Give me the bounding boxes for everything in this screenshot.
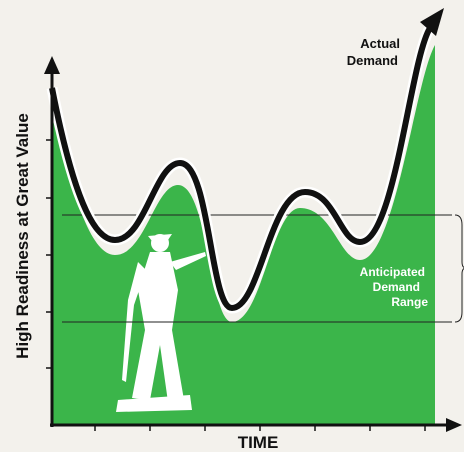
y-axis-label: High Readiness at Great Value — [13, 113, 32, 359]
anticipated-range-label: Demand — [373, 280, 420, 294]
anticipated-range-label: Anticipated — [360, 265, 425, 279]
actual-demand-label: Actual — [360, 36, 400, 51]
actual-demand-label: Demand — [347, 53, 398, 68]
anticipated-range-label: Range — [391, 295, 428, 309]
x-axis-label: TIME — [238, 433, 279, 452]
page: High Readiness at Great Value TIME Actua… — [0, 0, 464, 452]
diagram: High Readiness at Great Value TIME Actua… — [0, 0, 464, 452]
